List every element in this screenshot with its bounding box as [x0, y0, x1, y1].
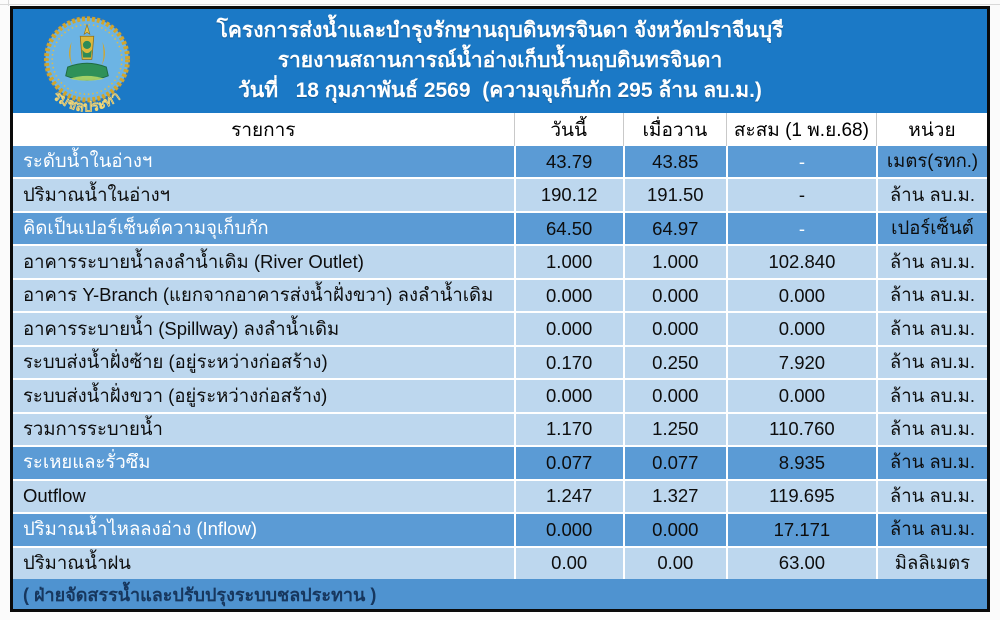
table-body: ระดับน้ำในอ่างฯ 43.79 43.85 - เมตร(รทก.)… [13, 146, 987, 580]
row-unit: ล้าน ลบ.ม. [875, 246, 987, 278]
table-row: ระบบส่งน้ำฝั่งขวา (อยู่ระหว่างก่อสร้าง) … [13, 380, 987, 414]
column-header-items: รายการ [231, 119, 296, 141]
table-row: ปริมาณน้ำไหลลงอ่าง (Inflow) 0.000 0.000 … [13, 514, 987, 548]
column-header-yesterday: เมื่อวาน [622, 113, 726, 146]
column-header-today: วันนี้ [513, 113, 623, 146]
row-value-accumulated: 119.695 [725, 480, 876, 513]
row-value-today: 1.170 [513, 413, 623, 446]
table-row: อาคารระบายน้ำ (Spillway) ลงลำน้ำเดิม 0.0… [13, 313, 987, 347]
row-value-yesterday: 1.000 [622, 246, 726, 278]
row-value-accumulated: - [725, 212, 876, 245]
row-value-accumulated: 110.760 [725, 413, 876, 446]
row-value-yesterday: 0.000 [622, 380, 726, 412]
table-row: ระบบส่งน้ำฝั่งซ้าย (อยู่ระหว่างก่อสร้าง)… [13, 346, 987, 381]
royal-irrigation-department-logo: กรมชลประทาน [32, 0, 139, 115]
row-value-accumulated: 0.000 [725, 380, 876, 412]
report-footer-band: ( ฝ่ายจัดสรรน้ำและปรับปรุงระบบชลประทาน ) [13, 579, 987, 609]
row-item-label: อาคาร Y-Branch (แยกจากอาคารส่งน้ำฝั่งขวา… [23, 284, 494, 306]
row-unit: ล้าน ลบ.ม. [875, 346, 987, 379]
column-header-accumulated: สะสม (1 พ.ย.68) [725, 113, 876, 146]
table-row: ปริมาณน้ำในอ่างฯ 190.12 191.50 - ล้าน ลบ… [13, 179, 987, 213]
row-value-yesterday: 0.000 [622, 514, 726, 546]
column-header-unit: หน่วย [875, 113, 987, 146]
row-value-today: 0.170 [513, 346, 623, 379]
row-item-label: ระเหยและรั่วซึม [23, 451, 151, 473]
row-value-yesterday: 0.00 [622, 547, 726, 580]
row-item-label: อาคารระบายน้ำ (Spillway) ลงลำน้ำเดิม [23, 317, 340, 339]
row-unit: เปอร์เซ็นต์ [875, 212, 987, 245]
table-row: ระเหยและรั่วซึม 0.077 0.077 8.935 ล้าน ล… [13, 447, 987, 481]
report-header-band: กรมชลประทาน โครงการส่งน้ำและบำรุงรักษานฤ… [13, 0, 987, 115]
row-item-label: ปริมาณน้ำในอ่างฯ [23, 183, 171, 205]
department-seal-icon: กรมชลประทาน [32, 0, 131, 115]
row-value-accumulated: 102.840 [725, 246, 876, 278]
row-item-label: ระบบส่งน้ำฝั่งซ้าย (อยู่ระหว่างก่อสร้าง) [23, 351, 328, 373]
row-value-accumulated: 7.920 [725, 346, 876, 379]
table-row: คิดเป็นเปอร์เซ็นต์ความจุเก็บกัก 64.50 64… [13, 212, 987, 247]
table-row: อาคาร Y-Branch (แยกจากอาคารส่งน้ำฝั่งขวา… [13, 279, 987, 314]
row-value-today: 0.000 [513, 313, 623, 345]
row-unit: ล้าน ลบ.ม. [875, 279, 987, 312]
row-value-today: 1.247 [513, 480, 623, 513]
table-row: รวมการระบายน้ำ 1.170 1.250 110.760 ล้าน … [13, 413, 987, 448]
table-row: ปริมาณน้ำฝน 0.00 0.00 63.00 มิลลิเมตร [13, 547, 987, 580]
row-item-label: Outflow [23, 485, 86, 507]
row-value-today: 190.12 [513, 179, 623, 211]
row-value-yesterday: 43.85 [622, 146, 726, 178]
table-header-row: รายการ วันนี้ เมื่อวาน สะสม (1 พ.ย.68) ห… [13, 113, 987, 146]
report-title-line2: รายงานสถานการณ์น้ำอ่างเก็บน้ำนฤบดินทรจิน… [277, 49, 723, 72]
row-value-yesterday: 0.000 [622, 279, 726, 312]
row-value-yesterday: 64.97 [622, 212, 726, 245]
row-value-accumulated: - [725, 179, 876, 211]
sheet-gridline [0, 4, 1000, 5]
row-value-today: 0.00 [513, 547, 623, 580]
row-unit: ล้าน ลบ.ม. [875, 514, 987, 546]
row-item-label: ระบบส่งน้ำฝั่งขวา (อยู่ระหว่างก่อสร้าง) [23, 384, 328, 406]
row-item-label: ปริมาณน้ำฝน [23, 551, 131, 573]
row-item-label: รวมการระบายน้ำ [23, 417, 163, 439]
row-unit: มิลลิเมตร [875, 547, 987, 580]
row-unit: ล้าน ลบ.ม. [875, 480, 987, 513]
row-value-today: 1.000 [513, 246, 623, 278]
row-value-accumulated: - [725, 146, 876, 178]
row-value-accumulated: 0.000 [725, 279, 876, 312]
row-value-accumulated: 17.171 [725, 514, 876, 546]
row-value-yesterday: 0.250 [622, 346, 726, 379]
row-unit: ล้าน ลบ.ม. [875, 179, 987, 211]
row-value-today: 0.000 [513, 514, 623, 546]
row-value-yesterday: 0.077 [622, 447, 726, 479]
row-item-label: คิดเป็นเปอร์เซ็นต์ความจุเก็บกัก [23, 217, 269, 239]
row-unit: ล้าน ลบ.ม. [875, 380, 987, 412]
row-value-yesterday: 191.50 [622, 179, 726, 211]
row-item-label: อาคารระบายน้ำลงลำน้ำเดิม (River Outlet) [23, 250, 364, 272]
row-unit: ล้าน ลบ.ม. [875, 413, 987, 446]
row-unit: ล้าน ลบ.ม. [875, 447, 987, 479]
row-value-yesterday: 0.000 [622, 313, 726, 345]
row-value-accumulated: 8.935 [725, 447, 876, 479]
row-value-today: 0.000 [513, 279, 623, 312]
row-value-today: 0.000 [513, 380, 623, 412]
row-value-today: 0.077 [513, 447, 623, 479]
report-date-line: วันที่ 18 กุมภาพันธ์ 2569 (ความจุเก็บกัก… [238, 79, 762, 102]
water-report: กรมชลประทาน โครงการส่งน้ำและบำรุงรักษานฤ… [10, 0, 990, 612]
row-value-yesterday: 1.327 [622, 480, 726, 513]
table-row: Outflow 1.247 1.327 119.695 ล้าน ลบ.ม. [13, 480, 987, 515]
row-unit: ล้าน ลบ.ม. [875, 313, 987, 345]
row-item-label: ปริมาณน้ำไหลลงอ่าง (Inflow) [23, 518, 257, 540]
footer-division-label: ( ฝ่ายจัดสรรน้ำและปรับปรุงระบบชลประทาน ) [23, 584, 377, 605]
table-row: ระดับน้ำในอ่างฯ 43.79 43.85 - เมตร(รทก.) [13, 146, 987, 180]
row-value-yesterday: 1.250 [622, 413, 726, 446]
row-unit: เมตร(รทก.) [875, 146, 987, 178]
sheet-gridline [8, 0, 9, 6]
row-value-today: 43.79 [513, 146, 623, 178]
row-value-today: 64.50 [513, 212, 623, 245]
table-row: อาคารระบายน้ำลงลำน้ำเดิม (River Outlet) … [13, 246, 987, 280]
report-title-line1: โครงการส่งน้ำและบำรุงรักษานฤบดินทรจินดา … [216, 19, 784, 42]
row-item-label: ระดับน้ำในอ่างฯ [23, 150, 153, 172]
row-value-accumulated: 63.00 [725, 547, 876, 580]
row-value-accumulated: 0.000 [725, 313, 876, 345]
